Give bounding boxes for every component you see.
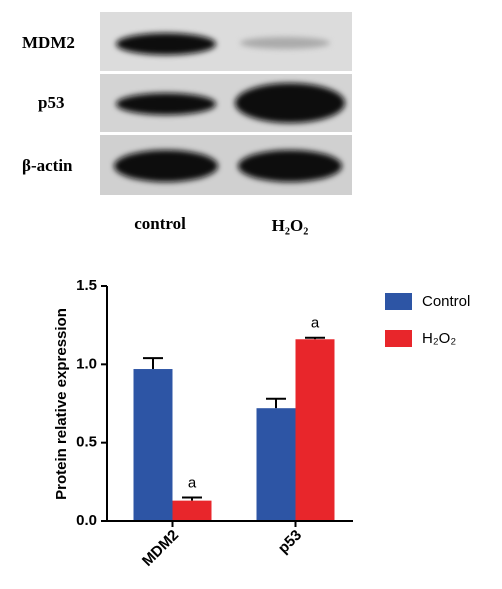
legend-label: Control bbox=[422, 293, 470, 310]
row-label: p53 bbox=[38, 93, 64, 112]
bar bbox=[295, 339, 335, 521]
lane-label: control bbox=[134, 214, 186, 233]
y-tick-label: 0.0 bbox=[76, 512, 97, 529]
band bbox=[238, 150, 342, 182]
error-bar bbox=[266, 397, 286, 409]
bar bbox=[172, 500, 212, 521]
legend-label: H₂O₂ bbox=[422, 330, 456, 347]
error-bar bbox=[305, 336, 325, 340]
legend-swatch bbox=[385, 293, 412, 310]
bar-chart: Protein relative expression 0.0 0.5 1.0 1.5… bbox=[53, 277, 470, 570]
legend-swatch bbox=[385, 330, 412, 347]
error-bar bbox=[143, 357, 163, 370]
x-tick-label: p53 bbox=[275, 527, 305, 557]
bands bbox=[114, 33, 345, 182]
annotation: a bbox=[188, 474, 197, 491]
band bbox=[240, 37, 330, 49]
x-tick-label: MDM2 bbox=[139, 527, 182, 570]
band bbox=[114, 150, 218, 182]
row-label: β-actin bbox=[22, 156, 73, 175]
y-tick-label: 0.5 bbox=[76, 434, 97, 451]
bar bbox=[133, 369, 173, 521]
lane-label: H₂O₂ bbox=[272, 216, 309, 235]
band bbox=[116, 33, 216, 55]
band bbox=[116, 93, 216, 115]
y-tick-label: 1.0 bbox=[76, 355, 97, 372]
annotation: a bbox=[311, 315, 320, 332]
band bbox=[235, 83, 345, 123]
error-bar bbox=[182, 496, 202, 501]
y-tick-label: 1.5 bbox=[76, 277, 97, 294]
y-axis-label: Protein relative expression bbox=[53, 308, 70, 500]
row-label: MDM2 bbox=[22, 33, 75, 52]
bar bbox=[256, 408, 296, 521]
western-blot: MDM2 p53 β-actin control H₂O₂ bbox=[22, 12, 352, 235]
